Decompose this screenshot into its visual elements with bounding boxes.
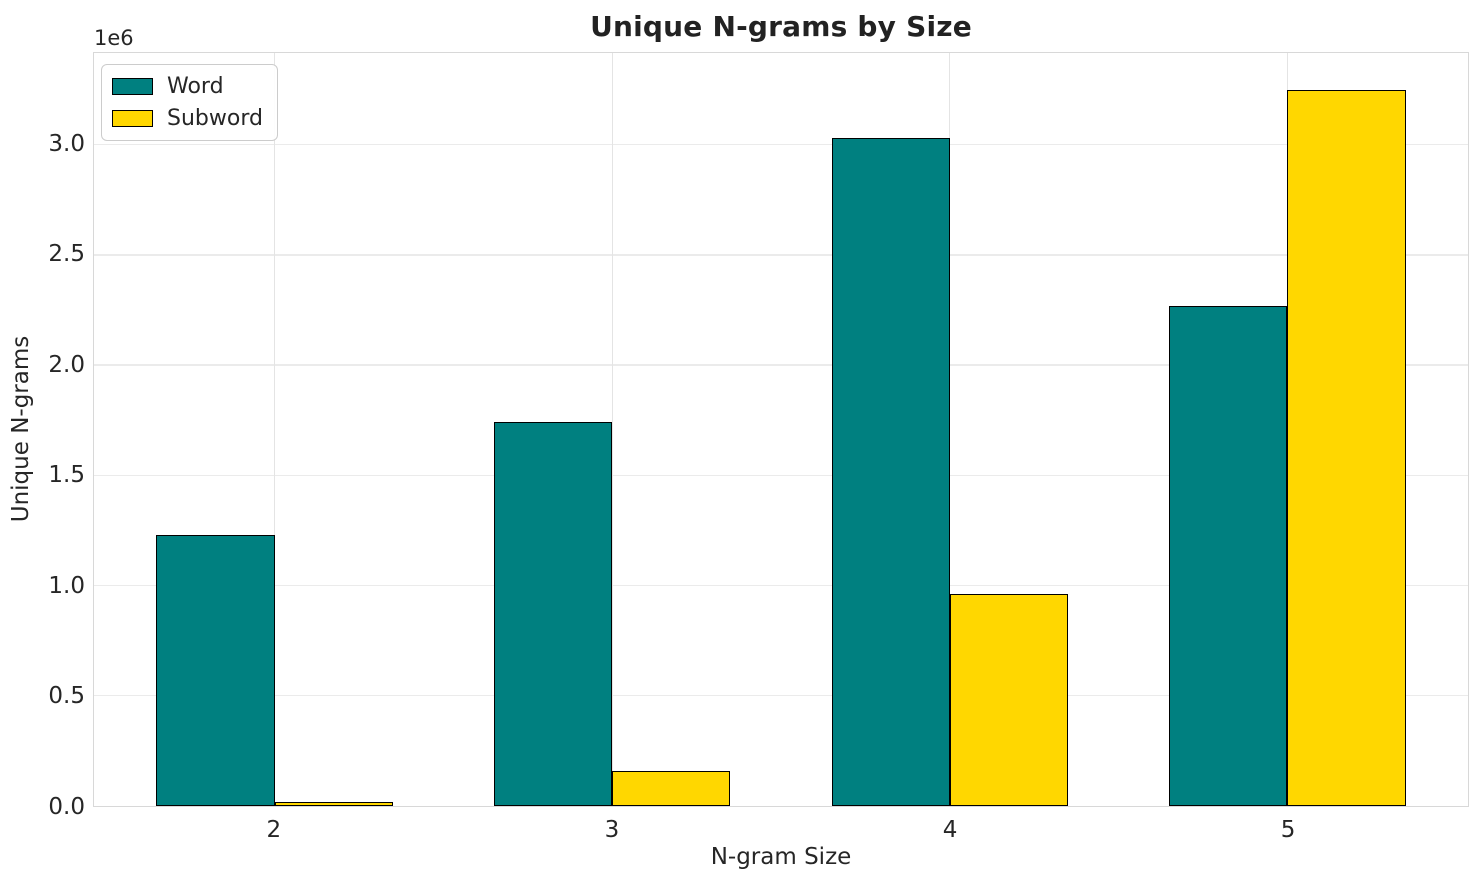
y-tick-label: 2.5: [48, 241, 85, 268]
y-tick-label: 0.0: [48, 794, 85, 820]
plot-area: Word Subword: [93, 52, 1469, 807]
bar-subword-5: [1287, 89, 1406, 806]
chart-title: Unique N-grams by Size: [590, 10, 972, 43]
x-tick-label: 3: [604, 817, 620, 843]
x-gridline: [949, 53, 951, 806]
x-gridline: [273, 53, 276, 806]
y-gridline: [94, 584, 1468, 587]
y-tick-label: 0.5: [48, 683, 85, 710]
legend-label: Word: [167, 74, 224, 99]
bar-word-4: [831, 138, 950, 806]
bar-subword-3: [612, 770, 731, 806]
bar-subword-4: [949, 594, 1068, 806]
x-tick-label: 5: [1280, 817, 1296, 843]
y-gridline: [94, 364, 1468, 366]
bar-word-2: [156, 534, 275, 806]
y-gridline: [94, 254, 1468, 256]
y-tick-label: 3.0: [48, 130, 85, 157]
legend-swatch: [112, 110, 153, 127]
bar-subword-2: [274, 801, 393, 806]
y-gridline: [94, 144, 1468, 146]
y-axis-title: Unique N-grams: [8, 335, 34, 523]
y-tick-label: 1.0: [48, 572, 85, 599]
x-tick-label: 4: [942, 817, 958, 843]
legend-item: Subword: [112, 106, 263, 131]
x-tick-label: 2: [266, 817, 282, 843]
bar-word-3: [494, 422, 613, 806]
y-gridline: [94, 695, 1468, 697]
legend-item: Word: [112, 74, 263, 99]
y-gridline: [94, 474, 1468, 477]
legend-swatch: [112, 78, 153, 95]
y-axis-offset-label: 1e6: [94, 26, 134, 50]
x-axis-title: N-gram Size: [710, 844, 852, 870]
y-tick-label: 2.0: [48, 351, 85, 378]
legend: Word Subword: [101, 64, 278, 141]
x-gridline: [611, 53, 613, 806]
bar-word-5: [1169, 305, 1288, 806]
legend-label: Subword: [167, 106, 263, 131]
y-tick-label: 1.5: [48, 462, 85, 489]
